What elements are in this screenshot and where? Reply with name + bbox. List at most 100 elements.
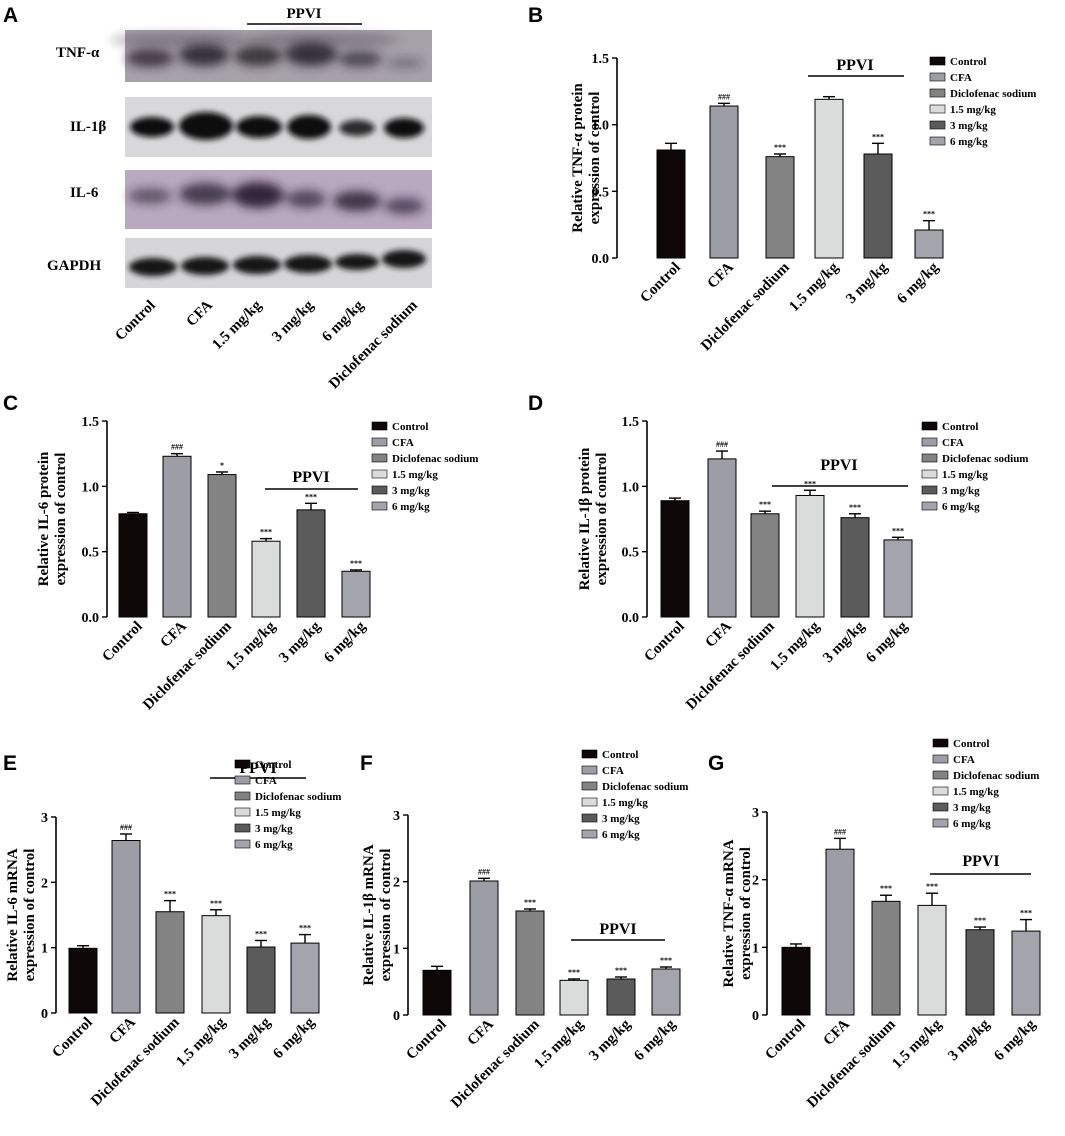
significance-annotation: ### [834, 827, 846, 836]
panel-label-d: D [528, 392, 543, 415]
y-tick-label: 0.0 [622, 611, 640, 626]
significance-annotation: *** [892, 526, 904, 535]
legend-label: Control [392, 421, 428, 433]
y-axis-label-line2: expression of control [587, 92, 603, 225]
legend-swatch [371, 421, 388, 431]
blot-ppvi-label: PPVI [287, 6, 322, 22]
x-tick-label: Diclofenac sodium [804, 1016, 899, 1111]
ppvi-group-label: PPVI [292, 469, 329, 486]
y-tick-label: 3 [41, 811, 48, 826]
chart-panel-b: B 0.0 0.5 1.0 1.5 Relative TNF-α protein expre… [528, 4, 1036, 354]
bar [814, 98, 844, 259]
legend-label: CFA [255, 775, 277, 787]
bar [709, 105, 739, 259]
legend-label: Control [602, 749, 638, 761]
panel-label-f: F [360, 752, 373, 775]
bar [795, 494, 825, 618]
bar [251, 540, 281, 618]
x-tick-label: Control [49, 1015, 95, 1061]
y-tick-label: 3 [752, 806, 759, 821]
western-blot-panel: A PPVI TNF-α IL-1β IL-6 GAPDH [3, 4, 432, 392]
x-tick-label: CFA [158, 618, 190, 650]
legend-label: 6 mg/kg [392, 501, 430, 513]
y-tick-label: 2 [752, 874, 759, 889]
significance-annotation: * [220, 461, 224, 470]
chart-panel-f: F 0 1 2 3 Relative IL-1β mRNA expression of co… [360, 749, 688, 1111]
legend-swatch [234, 823, 251, 833]
legend-swatch [234, 759, 251, 769]
blot-row-label-il1b: IL-1β [70, 119, 106, 135]
legend-swatch [234, 839, 251, 849]
blot-row-label-gapdh: GAPDH [47, 258, 101, 274]
panel-label-b: B [528, 4, 543, 27]
x-tick-label: 3 mg/kg [820, 618, 868, 666]
blot-strip-tnf [110, 30, 432, 82]
y-tick-label: 1 [752, 941, 759, 956]
legend-label: 3 mg/kg [392, 485, 430, 497]
significance-annotation: ### [716, 440, 728, 449]
y-axis-label-line1: Relative TNF-α protein [570, 83, 586, 233]
legend-label: Diclofenac sodium [942, 453, 1028, 465]
significance-annotation: *** [305, 492, 317, 501]
y-axis-label-line2: expression of control [378, 849, 394, 982]
legend-label: 6 mg/kg [953, 818, 991, 830]
y-tick-label: 1.5 [592, 52, 610, 67]
legend-swatch [929, 104, 946, 114]
legend-swatch [371, 485, 388, 495]
blot-lane-label-3: 3 mg/kg [269, 297, 317, 345]
legend-label: Control [953, 738, 989, 750]
blot-lane-label-6: 6 mg/kg [319, 297, 367, 345]
significance-annotation: *** [974, 916, 986, 925]
x-tick-label: 1.5 mg/kg [173, 1014, 229, 1070]
x-tick-label: Control [762, 1017, 808, 1063]
legend-label: 6 mg/kg [950, 136, 988, 148]
x-tick-label: 6 mg/kg [270, 1014, 318, 1062]
x-tick-label: Control [403, 1017, 449, 1063]
bar [469, 880, 499, 1016]
chart-panel-g: G 0 1 2 3 Relative TNF-α mRNA expression of co… [708, 738, 1041, 1111]
chart-panel-c: C 0.0 0.5 1.0 1.5 Relative IL-6 protein expres… [3, 392, 478, 713]
legend-swatch [234, 791, 251, 801]
bar [656, 149, 686, 259]
legend-label: 1.5 mg/kg [950, 104, 996, 116]
y-tick-label: 1.5 [622, 415, 640, 430]
significance-annotation: *** [615, 966, 627, 975]
significance-annotation: *** [299, 924, 311, 933]
legend-swatch [581, 749, 598, 759]
legend-label: 3 mg/kg [953, 802, 991, 814]
legend-label: Diclofenac sodium [602, 781, 688, 793]
legend-label: 1.5 mg/kg [953, 786, 999, 798]
bar [606, 978, 636, 1016]
y-tick-label: 0 [41, 1007, 48, 1022]
bar [863, 153, 893, 259]
bar [155, 911, 185, 1014]
legend-swatch [581, 797, 598, 807]
y-axis-label-line2: expression of control [738, 847, 754, 980]
x-tick-label: Diclofenac sodium [140, 618, 235, 713]
y-tick-label: 1.5 [82, 415, 100, 430]
y-axis-label-line2: expression of control [22, 849, 38, 982]
legend-swatch [371, 453, 388, 463]
legend-label: 3 mg/kg [602, 813, 640, 825]
bar [840, 517, 870, 618]
x-tick-label: 1.5 mg/kg [531, 1016, 587, 1072]
legend-label: 3 mg/kg [255, 823, 293, 835]
x-tick-label: CFA [465, 1016, 497, 1048]
panel-label-a: A [3, 4, 18, 27]
legend-label: 1.5 mg/kg [255, 807, 301, 819]
bar [201, 915, 231, 1014]
blot-strip-il6 [125, 170, 432, 229]
significance-annotation: *** [759, 500, 771, 509]
legend-swatch [932, 738, 949, 748]
y-tick-label: 0 [752, 1009, 759, 1024]
x-tick-label: 6 mg/kg [894, 259, 942, 307]
ppvi-group-label: PPVI [836, 57, 873, 74]
significance-annotation: ### [718, 92, 730, 101]
legend-swatch [371, 437, 388, 447]
x-tick-label: CFA [703, 618, 735, 650]
x-tick-label: 6 mg/kg [991, 1016, 1039, 1064]
legend-label: 6 mg/kg [602, 829, 640, 841]
legend-swatch [929, 136, 946, 146]
y-axis-label-line1: Relative IL-1β mRNA [361, 844, 377, 985]
